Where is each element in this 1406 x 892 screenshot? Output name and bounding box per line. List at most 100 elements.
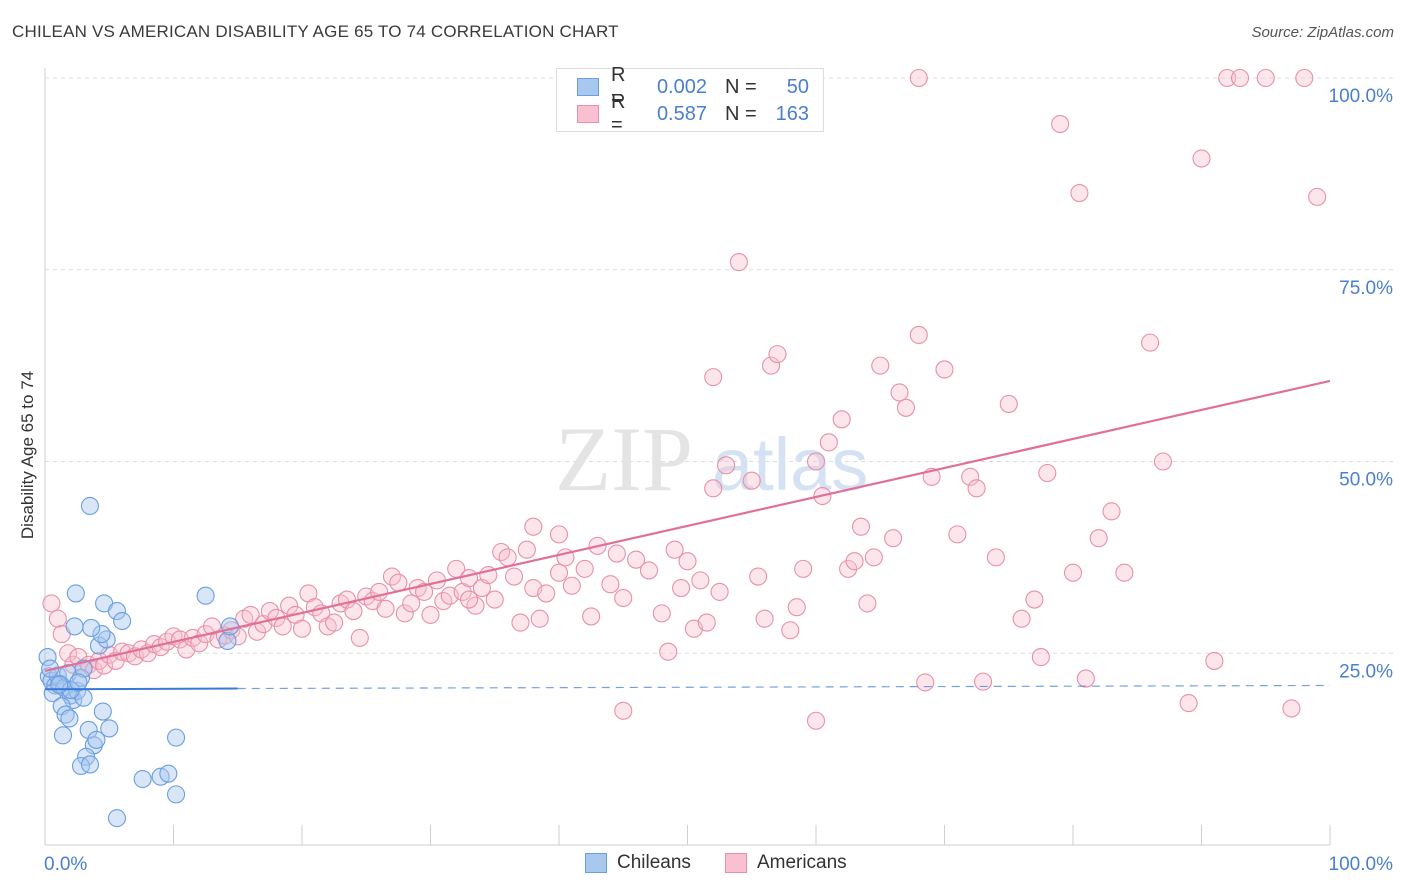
series-legend: Chileans Americans bbox=[585, 852, 881, 874]
american-point bbox=[961, 467, 980, 486]
american-point bbox=[582, 607, 601, 626]
american-point bbox=[203, 617, 222, 636]
american-point bbox=[916, 673, 935, 692]
american-point bbox=[498, 548, 517, 567]
american-point bbox=[787, 598, 806, 617]
legend-r-value: 0.587 bbox=[656, 102, 707, 125]
x-tick-label: 0.0% bbox=[44, 854, 87, 875]
y-tick-label: 100.0% bbox=[1329, 86, 1394, 107]
legend-row-chileans: R = 0.002 N = 50 bbox=[577, 64, 809, 109]
chilean-point bbox=[92, 625, 111, 644]
american-point bbox=[415, 582, 434, 601]
american-point bbox=[1179, 694, 1198, 713]
legend-label-chileans: Chileans bbox=[617, 852, 691, 873]
chilean-point bbox=[66, 584, 85, 603]
grid-lines bbox=[45, 77, 1395, 654]
american-point bbox=[755, 609, 774, 628]
american-point bbox=[864, 548, 883, 567]
american-point bbox=[1051, 114, 1070, 134]
american-point bbox=[607, 544, 626, 563]
american-point bbox=[819, 433, 838, 452]
chilean-point bbox=[71, 756, 91, 776]
american-point bbox=[42, 594, 61, 613]
american-point bbox=[697, 613, 716, 632]
chilean-point bbox=[159, 764, 178, 783]
american-point bbox=[986, 548, 1005, 567]
american-point bbox=[729, 253, 748, 272]
american-point bbox=[562, 576, 581, 595]
american-point bbox=[967, 479, 986, 498]
american-point bbox=[845, 552, 864, 571]
american-point bbox=[896, 398, 916, 417]
chilean-point bbox=[196, 586, 215, 605]
swatch-americans bbox=[724, 853, 747, 873]
legend-n-label: N = bbox=[725, 75, 757, 98]
americans-trend-line bbox=[44, 379, 1331, 672]
american-point bbox=[1025, 590, 1044, 609]
american-point bbox=[858, 594, 877, 613]
american-point bbox=[537, 584, 556, 603]
chilean-point bbox=[53, 726, 73, 745]
chart-title: CHILEAN VS AMERICAN DISABILITY AGE 65 TO… bbox=[12, 22, 619, 41]
legend-n-value: 163 bbox=[775, 102, 809, 125]
american-point bbox=[839, 559, 858, 578]
source-credit: Source: ZipAtlas.com bbox=[1251, 24, 1394, 41]
chilean-point bbox=[38, 648, 57, 667]
american-point bbox=[292, 619, 312, 638]
american-point bbox=[871, 356, 890, 375]
american-point bbox=[1076, 669, 1095, 688]
american-point bbox=[1141, 333, 1160, 352]
american-point bbox=[794, 559, 813, 578]
american-point bbox=[851, 517, 871, 536]
chilean-point bbox=[107, 602, 127, 621]
american-point bbox=[1231, 68, 1250, 88]
american-point bbox=[402, 594, 421, 613]
chileans-trend-extension bbox=[237, 684, 1331, 690]
american-point bbox=[710, 582, 729, 601]
american-point bbox=[704, 479, 723, 498]
chileans-points bbox=[38, 496, 240, 828]
american-point bbox=[909, 68, 928, 88]
american-point bbox=[761, 356, 781, 375]
american-point bbox=[1038, 463, 1057, 483]
american-point bbox=[517, 540, 536, 559]
american-point bbox=[665, 540, 684, 559]
american-point bbox=[1063, 563, 1083, 582]
chilean-point bbox=[93, 702, 112, 721]
american-point bbox=[1282, 699, 1301, 718]
watermark-atlas: atlas bbox=[712, 423, 868, 506]
american-point bbox=[614, 588, 633, 608]
legend-label-americans: Americans bbox=[756, 852, 847, 873]
american-point bbox=[549, 563, 569, 582]
watermark-zip: ZIP bbox=[555, 408, 693, 510]
american-point bbox=[1089, 529, 1108, 548]
chilean-point bbox=[65, 617, 84, 636]
american-point bbox=[678, 552, 697, 571]
american-point bbox=[325, 613, 344, 632]
american-point bbox=[601, 575, 620, 594]
chilean-point bbox=[107, 809, 127, 828]
american-point bbox=[614, 701, 633, 720]
axes bbox=[44, 68, 1331, 846]
chilean-point bbox=[167, 785, 186, 804]
chilean-point bbox=[50, 675, 69, 694]
american-point bbox=[691, 571, 710, 590]
american-point bbox=[350, 628, 369, 647]
american-point bbox=[627, 550, 646, 569]
legend-swatch-americans bbox=[577, 105, 599, 123]
legend-item-chileans[interactable]: Chileans bbox=[585, 852, 691, 874]
american-point bbox=[1115, 563, 1134, 582]
american-point bbox=[472, 579, 491, 598]
y-tick-label: 25.0% bbox=[1339, 661, 1393, 682]
american-point bbox=[832, 410, 851, 429]
chilean-point bbox=[82, 618, 101, 637]
legend-r-label: R = bbox=[611, 64, 626, 109]
legend-row-americans: R = 0.587 N = 163 bbox=[577, 91, 809, 136]
legend-item-americans[interactable]: Americans bbox=[724, 852, 847, 874]
american-point bbox=[672, 579, 691, 598]
american-point bbox=[1205, 651, 1224, 670]
chilean-point bbox=[133, 769, 152, 789]
american-point bbox=[376, 599, 395, 618]
american-point bbox=[973, 672, 993, 691]
